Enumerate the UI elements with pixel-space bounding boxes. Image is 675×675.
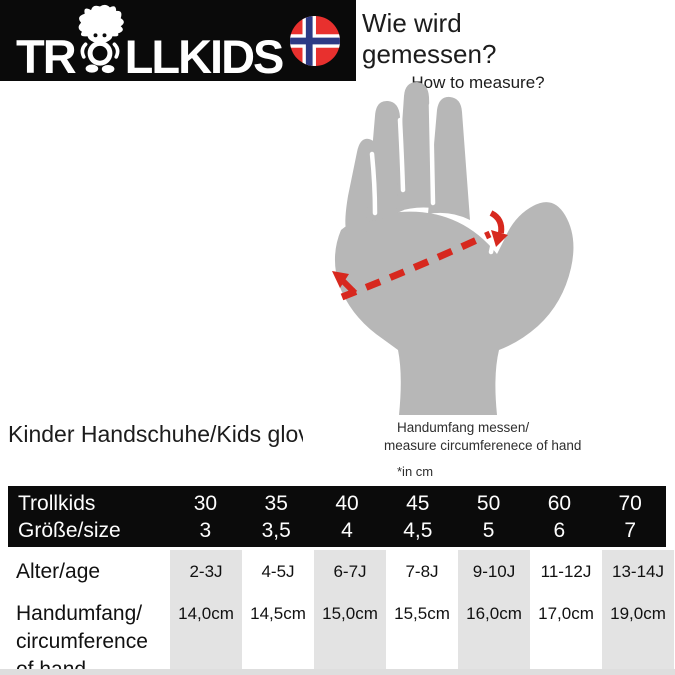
header-label-cell: Trollkids Größe/size [8, 490, 170, 544]
circumference-value: 14,0cm [178, 604, 234, 623]
eu-size: 4 [341, 518, 353, 542]
header-col: 40 4 [312, 490, 383, 544]
age-value: 4-5J [261, 562, 295, 581]
size-table-body: Alter/age Handumfang/ circumference of h… [0, 550, 675, 675]
age-value: 6-7J [333, 562, 367, 581]
circumference-value: 17,0cm [538, 604, 594, 623]
eu-size: 3,5 [261, 518, 291, 542]
age-value: 13-14J [612, 562, 664, 581]
age-value: 9-10J [472, 562, 516, 581]
header-col: 60 6 [524, 490, 595, 544]
circumference-value: 15,0cm [322, 604, 378, 623]
age-value: 7-8J [405, 562, 439, 581]
header-col: 35 3,5 [241, 490, 312, 544]
trollkids-size: 60 [547, 491, 572, 515]
size-table-header: Trollkids Größe/size 30 3 35 3,5 40 4 45… [8, 486, 666, 547]
eu-size: 6 [553, 518, 566, 542]
trollkids-size: 40 [335, 491, 359, 515]
heading-title: Wie wird gemessen? [362, 8, 497, 69]
trollkids-size: 45 [406, 491, 430, 515]
circumference-value: 15,5cm [394, 604, 450, 623]
size-column: 11-12J 17,0cm [530, 550, 602, 675]
row-labels-column: Alter/age Handumfang/ circumference of h… [0, 550, 170, 675]
header-col: 30 3 [170, 490, 241, 544]
norway-flag-icon [290, 15, 341, 66]
size-column: 9-10J 16,0cm [458, 550, 530, 675]
measure-caption: Handumfang messen/ measure circumferenec… [384, 419, 581, 481]
eu-size: 4,5 [403, 518, 433, 542]
brand-logo: TR LLKIDS [0, 0, 356, 81]
troll-mascot-icon [78, 4, 124, 74]
header-col: 45 4,5 [382, 490, 453, 544]
measure-caption-line2: measure circumferenece of hand [384, 438, 582, 453]
bottom-divider [0, 669, 675, 675]
size-column: 6-7J 15,0cm [314, 550, 386, 675]
measure-heading: Wie wird gemessen? How to measure? [362, 8, 594, 93]
finger-slits [369, 102, 506, 255]
trollkids-size: 30 [193, 491, 218, 515]
circumference-row-label: Handumfang/ circumference of hand [16, 602, 148, 675]
size-column: 2-3J 14,0cm [170, 550, 242, 675]
circumference-value: 19,0cm [610, 604, 666, 623]
brand-text-pre: TR [16, 30, 77, 83]
header-brand-label: Trollkids [18, 491, 96, 515]
header-size-label: Größe/size [18, 518, 121, 542]
age-value: 2-3J [189, 562, 223, 581]
unit-note: *in cm [397, 464, 434, 479]
circumference-value: 16,0cm [466, 604, 522, 623]
trollkids-size: 50 [476, 491, 501, 515]
measure-caption-line1: Handumfang messen/ [397, 420, 530, 435]
age-row-label: Alter/age [16, 560, 101, 583]
hand-silhouette [332, 82, 574, 415]
eu-size: 7 [624, 518, 637, 542]
header-col: 70 7 [595, 490, 666, 544]
heading-subtitle: How to measure? [411, 73, 545, 92]
eu-size: 5 [482, 518, 495, 542]
hand-measure-diagram [298, 80, 582, 420]
size-column: 4-5J 14,5cm [242, 550, 314, 675]
age-value: 11-12J [540, 562, 592, 581]
eu-size: 3 [199, 518, 212, 542]
product-caption: Kinder Handschuhe/Kids gloves [8, 421, 303, 447]
trollkids-size: 70 [618, 491, 642, 515]
size-column: 7-8J 15,5cm [386, 550, 458, 675]
brand-wordmark: TR LLKIDS [16, 1, 285, 83]
trollkids-size: 35 [264, 491, 288, 515]
dashed-circumference-arrow [332, 210, 508, 301]
brand-text-post: LLKIDS [124, 30, 285, 83]
size-column: 13-14J 19,0cm [602, 550, 674, 675]
circumference-value: 14,5cm [250, 604, 306, 623]
header-col: 50 5 [453, 490, 524, 544]
